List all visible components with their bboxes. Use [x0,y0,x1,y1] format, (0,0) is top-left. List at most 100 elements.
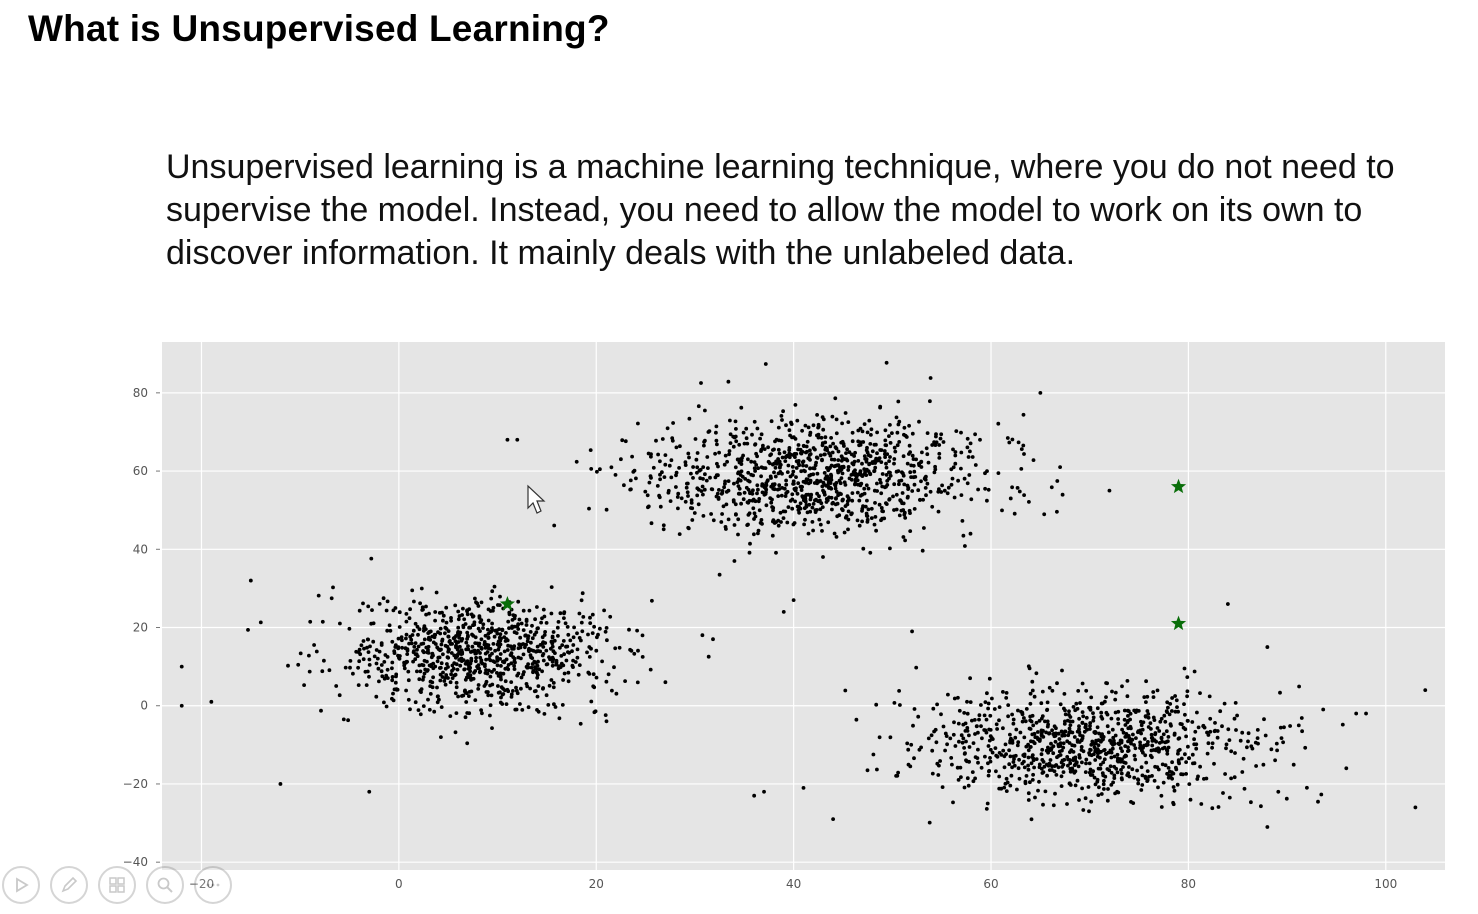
data-point [1166,775,1171,780]
data-point [1001,748,1006,753]
data-point [993,746,998,750]
data-point [687,455,691,460]
data-point [750,491,755,496]
data-point [968,676,972,681]
data-point [1102,778,1106,783]
data-point [774,520,778,524]
data-point [888,546,892,551]
zoom-button[interactable] [146,866,184,904]
data-point [864,483,869,488]
data-point [971,779,976,784]
data-point [721,504,726,509]
data-point [933,443,938,447]
data-point [504,702,509,706]
data-point [1133,757,1138,762]
data-point [1262,717,1266,722]
data-point [739,501,743,506]
data-point [1011,721,1016,726]
data-point [537,667,542,672]
data-point [1072,743,1077,748]
data-point [1063,719,1067,724]
data-point [1080,721,1085,725]
data-point [1011,717,1016,722]
data-point [464,640,469,645]
data-point [476,666,480,671]
data-point [1152,778,1157,783]
slideshow-toolbar [0,866,232,908]
data-point [390,696,394,701]
data-point [370,608,374,612]
data-point [736,517,741,522]
data-point [400,638,404,643]
data-point [784,478,788,483]
data-point [594,675,599,680]
data-point [463,622,468,626]
data-point [846,420,851,424]
data-point [1340,722,1345,727]
data-point [793,403,798,407]
data-point [841,442,846,446]
data-point [905,495,910,500]
data-point [756,487,760,492]
data-point [1316,799,1320,804]
data-point [1192,737,1196,742]
data-point [847,450,852,455]
data-point [488,703,493,708]
data-point [1039,766,1044,771]
data-point [853,450,857,455]
data-point [1023,779,1028,784]
data-point [878,477,882,482]
data-point [772,470,776,475]
data-point [603,629,608,634]
more-button[interactable] [194,866,232,904]
data-point [1016,708,1020,713]
data-point [515,437,520,442]
data-point [1083,796,1088,801]
data-point [1001,726,1005,731]
data-point [415,654,420,659]
data-point [1139,765,1144,770]
data-point [833,396,838,401]
data-point [878,480,883,485]
data-point [689,498,694,503]
data-point [1018,730,1023,735]
data-point [955,765,960,770]
data-point [716,497,721,501]
data-point [1166,705,1170,710]
data-point [834,535,839,539]
data-point [796,481,801,486]
data-point [844,514,849,518]
data-point [1168,702,1173,706]
data-point [1177,736,1182,740]
data-point [449,618,453,623]
data-point [418,601,422,606]
data-point [1073,783,1078,788]
data-point [481,626,485,630]
data-point [828,476,833,481]
data-point [808,480,813,485]
data-point [997,705,1002,709]
data-point [1144,679,1148,684]
data-point [965,726,970,730]
pen-button[interactable] [50,866,88,904]
data-point [366,604,371,609]
data-point [403,646,408,651]
slides-grid-button[interactable] [98,866,136,904]
data-point [628,487,633,492]
data-point [1109,755,1114,760]
data-point [720,491,725,495]
data-point [595,469,599,474]
data-point [1026,748,1031,753]
data-point [815,471,820,476]
data-point [354,649,359,654]
data-point [1010,738,1015,743]
data-point [1234,728,1238,732]
data-point [1162,713,1167,718]
data-point [465,711,470,715]
data-point [1111,735,1116,740]
data-point [900,470,904,475]
data-point [527,608,532,613]
play-button[interactable] [2,866,40,904]
data-point [1032,694,1037,699]
data-point [923,477,928,482]
